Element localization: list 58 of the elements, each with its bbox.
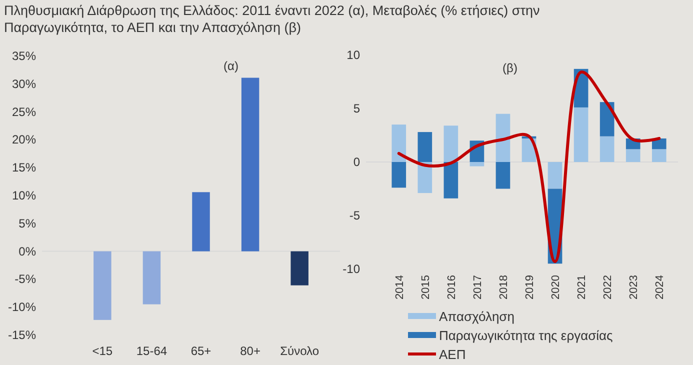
x-tick-label: 2020 xyxy=(550,275,562,300)
y-tick-label: 0 xyxy=(353,155,360,169)
x-tick-label: 2022 xyxy=(602,275,614,300)
bar xyxy=(94,251,112,320)
bar xyxy=(470,162,484,166)
bar xyxy=(392,162,406,188)
x-tick-label: 2017 xyxy=(472,275,484,300)
x-tick-label: 2021 xyxy=(576,275,588,300)
x-tick-label: 2016 xyxy=(446,275,458,300)
y-tick-label: 10 xyxy=(346,48,360,62)
x-tick-label: 80+ xyxy=(240,344,260,358)
bar xyxy=(600,136,614,162)
bar xyxy=(142,251,161,304)
y-tick-label: 35% xyxy=(12,49,36,63)
bar xyxy=(392,124,406,162)
x-tick-label: Σύνολο xyxy=(280,344,320,358)
x-tick-label: 65+ xyxy=(190,344,212,358)
bar xyxy=(600,102,614,136)
legend-label: Παραγωγικότητα της εργασίας xyxy=(439,328,613,343)
y-tick-label: -15% xyxy=(8,328,36,342)
y-tick-label: -10% xyxy=(8,300,36,314)
x-tick-label: 2014 xyxy=(394,275,406,300)
bar xyxy=(496,162,510,189)
bar xyxy=(626,149,640,162)
x-tick-label: 2015 xyxy=(420,275,432,300)
x-tick-label: 2024 xyxy=(654,275,666,300)
y-tick-label: 10% xyxy=(12,188,36,202)
x-tick-label: <15 xyxy=(92,344,113,358)
y-tick-label: 5% xyxy=(18,216,36,230)
x-tick-label: 2018 xyxy=(498,275,510,300)
y-tick-label: 15% xyxy=(12,160,36,175)
chart-title: Πληθυσμιακή Διάρθρωση της Ελλάδος: 2011 έναντι 2022 (α), Μεταβολές (% ετήσιες) στην Παραγωγικότητα, το ΑΕΠ και την Απασχόληση (β) xyxy=(4,3,540,35)
x-tick-label: 2019 xyxy=(524,275,536,300)
bar xyxy=(418,132,432,162)
y-tick-label: 0% xyxy=(18,244,36,258)
bar xyxy=(444,126,458,162)
x-tick-label: 2023 xyxy=(628,275,640,300)
y-tick-label: -5 xyxy=(349,208,360,222)
bar xyxy=(290,251,308,286)
bar xyxy=(574,107,588,162)
annotation: (β) xyxy=(502,61,518,75)
y-tick-label: 20% xyxy=(12,132,36,147)
y-tick-label: 25% xyxy=(12,104,36,119)
legend-label: ΑΕΠ xyxy=(439,347,466,362)
bar xyxy=(652,149,666,162)
bar xyxy=(548,162,562,189)
bar xyxy=(444,162,458,198)
y-tick-label: 30% xyxy=(12,76,36,91)
bar xyxy=(192,192,210,252)
y-tick-label: 5 xyxy=(353,102,360,116)
annotation: (α) xyxy=(224,59,238,73)
bar xyxy=(496,114,510,162)
x-tick-label: 15-64 xyxy=(136,344,168,358)
y-tick-label: -5% xyxy=(14,272,36,286)
legend-label: Απασχόληση xyxy=(439,309,514,324)
y-tick-label: -10 xyxy=(342,262,360,276)
bar xyxy=(241,78,260,252)
bar xyxy=(418,162,432,194)
